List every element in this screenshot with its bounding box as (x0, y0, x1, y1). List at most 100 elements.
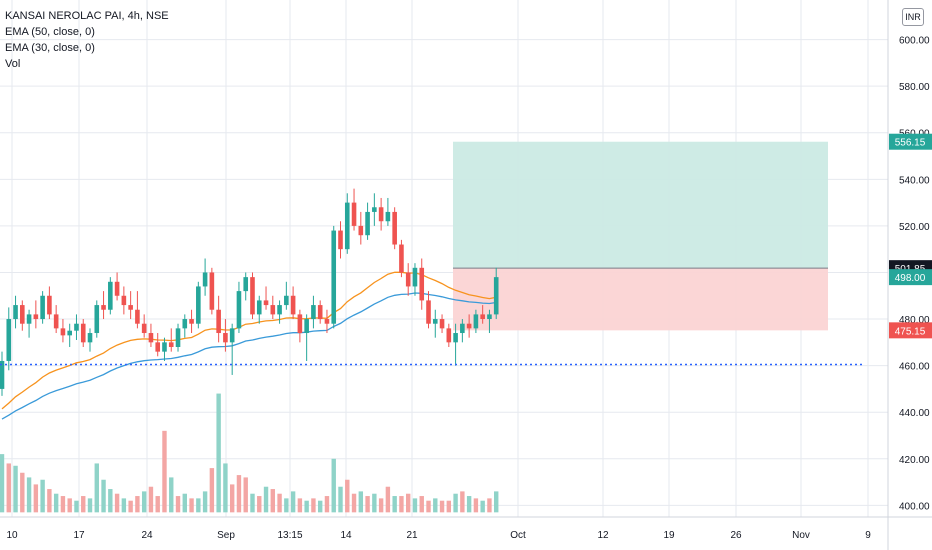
candle-body (243, 277, 249, 292)
candle-body (405, 272, 411, 287)
volume-bar (223, 463, 228, 513)
candle-body (202, 272, 208, 287)
volume-bars (0, 393, 499, 513)
candle-body (0, 360, 5, 389)
volume-bar (121, 498, 127, 513)
volume-bar (317, 500, 323, 513)
volume-bar (229, 484, 235, 513)
candle-body (168, 342, 174, 347)
volume-bar (13, 465, 18, 513)
candle-body (493, 277, 499, 315)
candle-body (20, 305, 25, 324)
time-tick-label: 12 (597, 530, 609, 541)
volume-bar (345, 479, 350, 513)
symbol-title[interactable]: KANSAI NEROLAC PAI, 4h, NSE (5, 10, 169, 22)
volume-bar (53, 493, 59, 513)
candle-body (87, 333, 93, 343)
price-tick-label: 540.00 (899, 175, 930, 186)
volume-bar (128, 500, 133, 513)
time-tick-label: 19 (663, 530, 675, 541)
time-tick-label: 17 (73, 530, 85, 541)
volume-bar (0, 454, 5, 513)
candle-body (263, 300, 269, 306)
time-tick-label: 24 (141, 530, 153, 541)
volume-legend[interactable]: Vol (5, 58, 21, 70)
target-zone (453, 141, 828, 269)
volume-bar (311, 498, 316, 513)
volume-bar (189, 498, 194, 513)
volume-bar (169, 477, 174, 513)
volume-bar (297, 498, 303, 513)
candle-body (135, 309, 140, 324)
volume-bar (74, 500, 79, 513)
candle-body (399, 244, 404, 273)
volume-bar (135, 496, 140, 513)
price-label-box (889, 133, 932, 150)
candle-body (432, 319, 438, 324)
volume-bar (257, 496, 262, 513)
candle-body (40, 295, 45, 320)
chart-legend: KANSAI NEROLAC PAI, 4h, NSE EMA (50, clo… (5, 8, 169, 72)
volume-bar (351, 493, 357, 513)
candle-body (358, 225, 364, 236)
volume-bar (182, 493, 187, 513)
candle-body (311, 305, 316, 320)
volume-bar (439, 500, 445, 513)
candle-body (148, 333, 154, 343)
candle-body (351, 202, 357, 226)
volume-bar (60, 496, 66, 513)
candle-body (47, 295, 52, 315)
volume-bar (290, 491, 296, 513)
stop-zone (453, 268, 828, 331)
time-tick-label: Sep (217, 530, 235, 541)
price-tick-label: 580.00 (899, 82, 930, 93)
candle-body (67, 330, 72, 336)
volume-bar (399, 496, 404, 513)
ema50-legend[interactable]: EMA (50, close, 0) (5, 26, 95, 38)
candle-body (128, 305, 133, 310)
candle-body (223, 333, 228, 343)
candle-body (412, 267, 418, 287)
candle-body (229, 328, 235, 343)
volume-bar (216, 393, 221, 513)
volume-bar (378, 498, 384, 513)
ema50-line (1, 292, 497, 420)
candle-body (141, 323, 147, 334)
ema30-legend[interactable]: EMA (30, close, 0) (5, 42, 95, 54)
volume-bar (236, 475, 242, 513)
volume-bar (494, 491, 499, 513)
volume-bar (270, 489, 275, 513)
candle-body (101, 305, 106, 310)
volume-bar (148, 486, 154, 513)
candle-body (114, 281, 120, 296)
volume-bar (6, 463, 11, 513)
volume-bar (243, 477, 248, 513)
volume-bar (487, 498, 492, 513)
volume-bar (466, 496, 472, 513)
volume-bar (426, 500, 431, 513)
candle-body (324, 319, 330, 324)
time-axis: 10 17 24 Sep 13:15 14 21 Oct 12 19 26 Nov 9 (6, 530, 871, 541)
candle-body (277, 305, 282, 315)
volume-bar (94, 463, 99, 513)
currency-button[interactable]: INR (902, 8, 924, 26)
candle-body (196, 286, 201, 324)
candle-body (439, 319, 445, 329)
candle-body (365, 211, 370, 236)
volume-bar (406, 493, 411, 513)
candle-body (250, 277, 255, 315)
volume-bar (453, 493, 458, 513)
volume-bar (67, 498, 72, 513)
position-tool (453, 141, 828, 331)
volume-bar (338, 486, 343, 513)
volume-bar (20, 472, 25, 513)
volume-bar (101, 479, 106, 513)
candle-body (385, 211, 391, 222)
volume-bar (47, 489, 52, 513)
candle-body (33, 314, 39, 320)
candle-body (13, 305, 18, 320)
candle-body (236, 291, 242, 329)
chart-grid (0, 0, 888, 517)
